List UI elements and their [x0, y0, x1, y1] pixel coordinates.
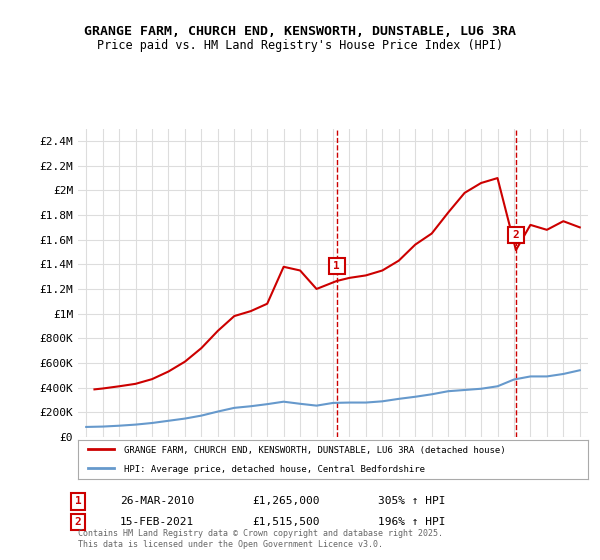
- Text: 1: 1: [74, 496, 82, 506]
- Text: 26-MAR-2010: 26-MAR-2010: [120, 496, 194, 506]
- Text: HPI: Average price, detached house, Central Bedfordshire: HPI: Average price, detached house, Cent…: [124, 464, 425, 474]
- Text: GRANGE FARM, CHURCH END, KENSWORTH, DUNSTABLE, LU6 3RA (detached house): GRANGE FARM, CHURCH END, KENSWORTH, DUNS…: [124, 446, 506, 455]
- Text: Price paid vs. HM Land Registry's House Price Index (HPI): Price paid vs. HM Land Registry's House …: [97, 39, 503, 52]
- Text: £1,515,500: £1,515,500: [252, 517, 320, 527]
- Text: 15-FEB-2021: 15-FEB-2021: [120, 517, 194, 527]
- Text: Contains HM Land Registry data © Crown copyright and database right 2025.
This d: Contains HM Land Registry data © Crown c…: [78, 529, 443, 549]
- Text: 196% ↑ HPI: 196% ↑ HPI: [378, 517, 445, 527]
- Text: 2: 2: [512, 230, 520, 240]
- Text: GRANGE FARM, CHURCH END, KENSWORTH, DUNSTABLE, LU6 3RA: GRANGE FARM, CHURCH END, KENSWORTH, DUNS…: [84, 25, 516, 38]
- Text: 305% ↑ HPI: 305% ↑ HPI: [378, 496, 445, 506]
- Text: £1,265,000: £1,265,000: [252, 496, 320, 506]
- Text: 1: 1: [334, 261, 340, 271]
- Text: 2: 2: [74, 517, 82, 527]
